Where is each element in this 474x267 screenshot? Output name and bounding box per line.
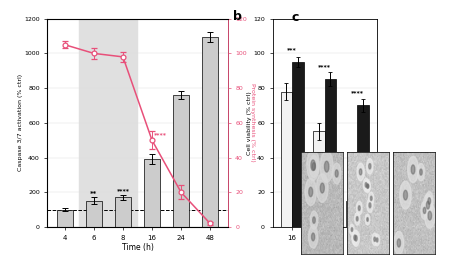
Text: ****: **** (117, 189, 129, 194)
Circle shape (320, 183, 324, 193)
Circle shape (305, 178, 316, 206)
Bar (57, 210, 73, 227)
Text: ****: **** (318, 64, 331, 69)
Bar (86, 201, 102, 227)
Circle shape (420, 169, 422, 175)
Circle shape (397, 239, 401, 247)
Circle shape (356, 201, 362, 215)
Circle shape (357, 163, 364, 181)
Circle shape (354, 235, 356, 240)
Circle shape (367, 218, 368, 221)
Circle shape (423, 207, 426, 214)
Circle shape (372, 233, 377, 246)
Circle shape (370, 196, 372, 201)
Circle shape (363, 178, 369, 191)
Circle shape (366, 159, 373, 174)
Circle shape (418, 163, 425, 181)
Circle shape (366, 181, 370, 191)
Circle shape (355, 235, 357, 241)
Circle shape (394, 231, 404, 255)
Circle shape (317, 174, 328, 202)
X-axis label: Time (h): Time (h) (121, 243, 154, 252)
Circle shape (367, 184, 369, 188)
Text: ****: **** (154, 132, 166, 137)
Circle shape (350, 224, 354, 235)
Y-axis label: Cell viability (% ctrl): Cell viability (% ctrl) (247, 91, 252, 155)
Circle shape (369, 203, 371, 208)
Circle shape (351, 228, 353, 231)
Bar (144, 159, 160, 227)
Circle shape (320, 151, 333, 182)
Circle shape (426, 201, 429, 209)
Text: c: c (292, 11, 299, 24)
Circle shape (312, 163, 316, 170)
Bar (292, 62, 303, 227)
Text: b: b (233, 10, 242, 23)
Circle shape (411, 165, 415, 174)
Circle shape (365, 214, 370, 225)
Circle shape (365, 179, 370, 193)
Bar (325, 80, 336, 227)
Circle shape (335, 170, 338, 177)
Circle shape (367, 198, 373, 213)
Bar (281, 92, 292, 227)
X-axis label: Time (h): Time (h) (309, 243, 341, 252)
Circle shape (428, 198, 430, 204)
Y-axis label: Caspase 3/7 activation (% ctrl): Caspase 3/7 activation (% ctrl) (18, 74, 23, 171)
Circle shape (310, 211, 318, 229)
Circle shape (356, 217, 358, 221)
Circle shape (428, 211, 432, 220)
Circle shape (376, 238, 378, 242)
Bar (115, 198, 131, 227)
Bar (79, 19, 137, 227)
Circle shape (374, 237, 375, 241)
Circle shape (365, 183, 367, 187)
Circle shape (353, 230, 359, 246)
Bar (173, 95, 189, 227)
Circle shape (310, 155, 319, 178)
Circle shape (332, 163, 341, 184)
Text: **: ** (90, 191, 98, 197)
Circle shape (359, 169, 362, 175)
Circle shape (324, 161, 329, 172)
Bar (313, 132, 325, 227)
Circle shape (309, 187, 313, 197)
Circle shape (307, 150, 319, 180)
Circle shape (366, 184, 368, 189)
Circle shape (425, 203, 435, 228)
Circle shape (311, 233, 315, 241)
Circle shape (403, 190, 408, 200)
Circle shape (358, 206, 360, 210)
Circle shape (421, 202, 428, 219)
Bar (202, 37, 218, 227)
Circle shape (369, 192, 374, 205)
Circle shape (408, 156, 419, 183)
Circle shape (423, 194, 432, 216)
Circle shape (400, 181, 411, 209)
Circle shape (313, 217, 315, 223)
Y-axis label: Protein synthesis (% ctrl): Protein synthesis (% ctrl) (250, 84, 255, 162)
Circle shape (309, 226, 318, 248)
Circle shape (426, 192, 433, 210)
Circle shape (311, 160, 315, 171)
Circle shape (369, 164, 371, 169)
Text: ****: **** (351, 90, 364, 95)
Bar (346, 201, 357, 227)
Circle shape (374, 234, 380, 246)
Circle shape (355, 213, 360, 225)
Circle shape (352, 230, 358, 245)
Bar (357, 105, 369, 227)
Text: ***: *** (287, 47, 297, 52)
